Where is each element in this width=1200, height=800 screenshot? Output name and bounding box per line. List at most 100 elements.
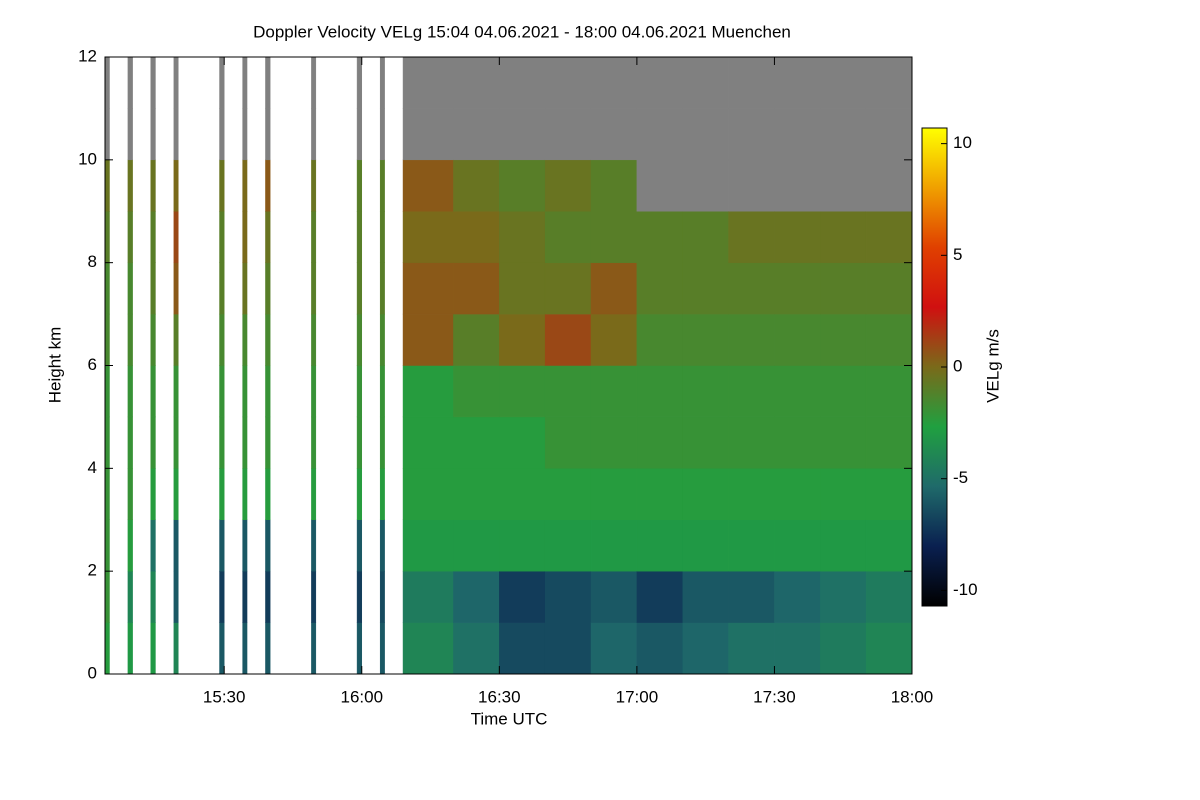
heatmap-cell [356, 313, 363, 366]
heatmap-cell [820, 108, 867, 161]
heatmap-cell [590, 468, 638, 521]
heatmap-cell [379, 313, 385, 366]
heatmap-cell [265, 262, 271, 315]
y-tick-label: 4 [88, 458, 97, 477]
heatmap-cell [265, 622, 271, 675]
heatmap-cell [150, 468, 156, 521]
heatmap-cell [682, 365, 729, 418]
heatmap-cell [499, 416, 546, 469]
heatmap-cell [356, 519, 363, 572]
heatmap-cell [311, 468, 317, 521]
heatmap-cell [865, 468, 913, 521]
heatmap-cell [127, 159, 133, 212]
heatmap-cell [499, 211, 546, 263]
heatmap-cell [636, 159, 683, 212]
heatmap-cell [265, 519, 271, 572]
heatmap-cell [356, 468, 363, 521]
heatmap-cell [104, 313, 110, 366]
heatmap-cell [311, 262, 317, 315]
heatmap-cell [242, 519, 248, 572]
heatmap-cell [590, 365, 638, 418]
heatmap-cell [499, 108, 546, 161]
heatmap-cell [820, 159, 867, 212]
heatmap-cell [219, 622, 225, 675]
heatmap-cell [636, 519, 683, 572]
heatmap-cell [820, 262, 867, 315]
heatmap-cell [682, 570, 729, 623]
heatmap-cell [104, 56, 110, 109]
heatmap-cell [219, 468, 225, 521]
heatmap-cell [150, 313, 156, 366]
heatmap-cell [379, 211, 385, 263]
heatmap-cell [311, 570, 317, 623]
heatmap-cell [865, 519, 913, 572]
heatmap-cell [379, 570, 385, 623]
heatmap-cell [682, 262, 729, 315]
heatmap-cell [499, 468, 546, 521]
heatmap-cell [453, 108, 500, 161]
heatmap-cell [104, 108, 110, 161]
x-tick-label: 15:30 [203, 687, 246, 706]
heatmap-cell [356, 622, 363, 675]
y-tick-label: 8 [88, 252, 97, 271]
heatmap-cell [242, 159, 248, 212]
heatmap-cell [173, 570, 179, 623]
heatmap-cell [865, 211, 913, 263]
heatmap-cell [356, 56, 363, 109]
heatmap-cell [311, 365, 317, 418]
heatmap-cell [356, 262, 363, 315]
heatmap-cell [544, 519, 592, 572]
heatmap-cell [865, 108, 913, 161]
heatmap-cell [774, 313, 821, 366]
heatmap-cell [402, 416, 454, 469]
heatmap-cell [590, 159, 638, 212]
heatmap-cell [104, 570, 110, 623]
heatmap-cell [242, 262, 248, 315]
heatmap-cell [242, 468, 248, 521]
heatmap-cell [499, 622, 546, 675]
heatmap-cell [379, 519, 385, 572]
heatmap-cell [682, 313, 729, 366]
heatmap-cell [820, 56, 867, 109]
heatmap-cell [402, 159, 454, 212]
heatmap-cell [728, 365, 775, 418]
heatmap-cell [453, 468, 500, 521]
heatmap-cell [453, 365, 500, 418]
heatmap-cell [544, 313, 592, 366]
heatmap-cell [150, 416, 156, 469]
heatmap-cell [173, 56, 179, 109]
heatmap-cell [379, 365, 385, 418]
heatmap-cell [127, 108, 133, 161]
colorbar-label: VELg m/s [983, 329, 1002, 403]
heatmap-cell [865, 622, 913, 675]
heatmap-cell [590, 108, 638, 161]
heatmap-cell [219, 313, 225, 366]
heatmap-cell [265, 570, 271, 623]
heatmap-cell [865, 416, 913, 469]
x-tick-label: 17:30 [753, 687, 796, 706]
heatmap-cell [402, 365, 454, 418]
heatmap-cell [379, 622, 385, 675]
heatmap-cell [311, 56, 317, 109]
heatmap-cell [682, 622, 729, 675]
heatmap-cell [127, 622, 133, 675]
heatmap-cell [242, 570, 248, 623]
heatmap-cell [590, 416, 638, 469]
heatmap-cell [173, 313, 179, 366]
heatmap-cell [453, 56, 500, 109]
heatmap-cell [173, 468, 179, 521]
heatmap-cell [356, 108, 363, 161]
heatmap-cell [636, 56, 683, 109]
heatmap-cell [499, 365, 546, 418]
heatmap-cell [636, 570, 683, 623]
y-tick-label: 12 [78, 46, 97, 65]
heatmap-cell [544, 56, 592, 109]
heatmap-cell [379, 56, 385, 109]
heatmap-cell [127, 262, 133, 315]
heatmap-cell [150, 519, 156, 572]
heatmap-cell [311, 416, 317, 469]
heatmap-cell [728, 313, 775, 366]
heatmap-cell [265, 108, 271, 161]
heatmap-cell [356, 211, 363, 263]
heatmap-cell [774, 108, 821, 161]
